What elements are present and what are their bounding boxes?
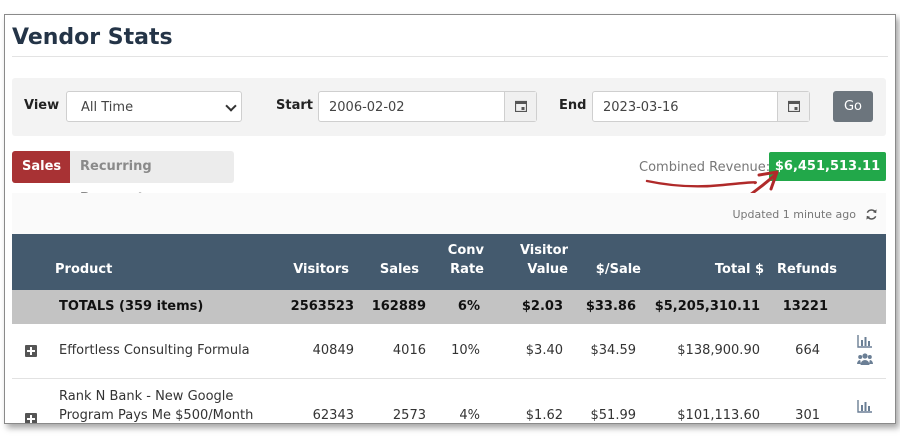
col-refunds[interactable]: Refunds [777, 262, 838, 277]
product-name-line2: Program Pays Me $500/Month [59, 408, 254, 423]
title-divider [12, 56, 888, 57]
totals-conv-rate: 6% [457, 299, 480, 314]
stats-card: Updated 1 minute ago Product Visitors Sa… [12, 193, 886, 423]
visitors-cell: 62343 [312, 408, 354, 423]
end-label: End [559, 98, 587, 113]
row-actions [857, 399, 875, 417]
refresh-icon[interactable] [865, 208, 878, 221]
vendor-stats-panel: Vendor Stats View All Time Start 2006-02… [4, 14, 896, 424]
sales-cell: 4016 [392, 343, 426, 358]
col-conv-rate[interactable]: Conv Rate [448, 241, 484, 279]
visitor-value-cell: $1.62 [525, 408, 563, 423]
start-date-field[interactable]: 2006-02-02 [318, 91, 537, 122]
start-label: Start [276, 98, 313, 113]
table-row: Rank N Bank - New Google Program Pays Me… [12, 379, 886, 423]
col-conv-rate-line1: Conv [447, 243, 484, 258]
updated-timestamp: Updated 1 minute ago [732, 208, 856, 221]
col-visitor-value[interactable]: Visitor Value [520, 241, 568, 279]
end-date-field[interactable]: 2023-03-16 [592, 91, 810, 122]
totals-label: TOTALS (359 items) [59, 299, 204, 314]
total-cell: $101,113.60 [677, 408, 760, 423]
totals-total: $5,205,310.11 [654, 299, 760, 314]
conv-rate-cell: 10% [451, 343, 480, 358]
filter-bar: View All Time Start 2006-02-02 End 2023-… [12, 78, 886, 136]
col-sales[interactable]: Sales [379, 262, 419, 277]
sales-cell: 2573 [392, 408, 426, 423]
row-actions [857, 334, 875, 370]
product-stats-table: Product Visitors Sales Conv Rate Visitor… [12, 234, 886, 423]
combined-revenue-label: Combined Revenue: [639, 160, 771, 175]
per-sale-cell: $51.99 [590, 408, 637, 423]
totals-refunds: 13221 [782, 299, 828, 314]
plus-square-icon[interactable] [25, 345, 37, 357]
col-visitor-value-line2: Value [527, 262, 568, 277]
table-row: Effortless Consulting Formula 40849 4016… [12, 324, 886, 379]
bar-chart-icon[interactable] [857, 399, 873, 413]
totals-per-sale: $33.86 [585, 299, 636, 314]
view-select[interactable]: All Time [66, 91, 242, 122]
chevron-down-icon [225, 100, 237, 112]
page-title: Vendor Stats [12, 25, 173, 50]
col-conv-rate-line2: Rate [450, 262, 484, 277]
col-per-sale[interactable]: $/Sale [595, 262, 641, 277]
refunds-cell: 664 [795, 343, 820, 358]
plus-square-icon[interactable] [25, 413, 37, 423]
view-label: View [24, 98, 60, 113]
combined-revenue-badge: $6,451,513.11 [769, 152, 886, 181]
conv-rate-cell: 4% [459, 408, 480, 423]
calendar-icon [788, 100, 800, 112]
product-name-line1: Rank N Bank - New Google [59, 389, 234, 404]
calendar-icon [515, 100, 527, 112]
per-sale-cell: $34.59 [590, 343, 637, 358]
end-calendar-button[interactable] [777, 92, 809, 121]
totals-row: TOTALS (359 items) 2563523 162889 6% $2.… [12, 290, 886, 324]
users-icon[interactable] [857, 352, 873, 366]
product-name: Effortless Consulting Formula [59, 343, 250, 358]
col-visitors[interactable]: Visitors [293, 262, 349, 277]
totals-visitor-value: $2.03 [521, 299, 563, 314]
refunds-cell: 301 [795, 408, 820, 423]
visitor-value-cell: $3.40 [525, 343, 563, 358]
go-button[interactable]: Go [833, 91, 873, 122]
col-visitor-value-line1: Visitor [519, 243, 568, 258]
tab-recurring-payments[interactable]: Recurring Payments [70, 151, 234, 206]
col-total[interactable]: Total $ [714, 262, 764, 277]
totals-sales: 162889 [371, 299, 426, 314]
table-header: Product Visitors Sales Conv Rate Visitor… [12, 234, 886, 290]
bar-chart-icon[interactable] [857, 334, 873, 348]
total-cell: $138,900.90 [677, 343, 760, 358]
totals-visitors: 2563523 [290, 299, 354, 314]
tab-sales[interactable]: Sales [12, 151, 70, 183]
visitors-cell: 40849 [312, 343, 354, 358]
end-date-value: 2023-03-16 [603, 100, 679, 115]
view-select-value: All Time [81, 100, 134, 115]
start-date-value: 2006-02-02 [329, 100, 405, 115]
start-calendar-button[interactable] [504, 92, 536, 121]
col-product[interactable]: Product [55, 262, 113, 277]
